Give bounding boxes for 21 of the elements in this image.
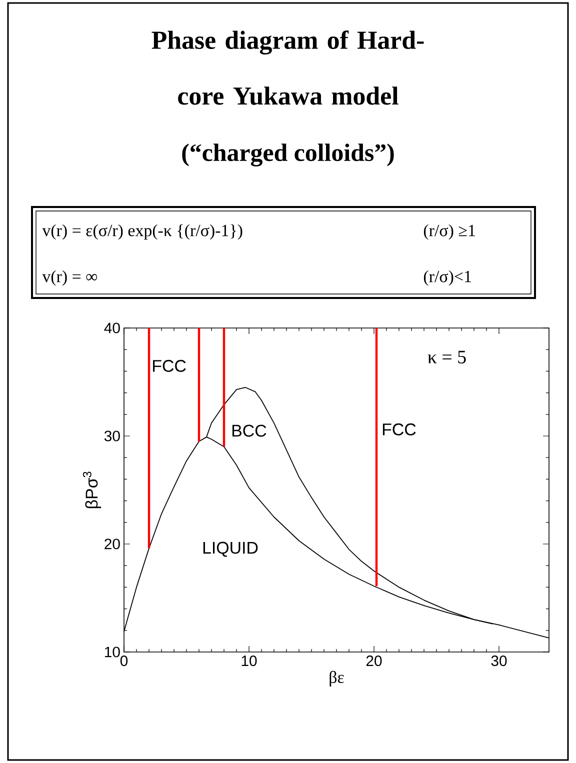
annotation: κ = 5: [428, 350, 466, 364]
x-tick-label: 30: [491, 656, 507, 666]
x-tick-label: 0: [120, 656, 128, 666]
text: (r/σ)<1: [424, 270, 471, 286]
y-tick-label: 10: [105, 646, 120, 658]
y-axis-title: βPσ$^{3}$: [82, 472, 102, 508]
text: v(r) = ∞: [42, 270, 98, 286]
annotation: FCC: [382, 423, 416, 436]
y-tick-label: 40: [104, 322, 120, 334]
text: v(r) = ε(σ/r) exp(-κ {(r/σ)-1}): [42, 224, 242, 240]
x-tick-label: 20: [366, 656, 382, 666]
x-tick-label: 10: [242, 656, 257, 666]
chart-subtitle: (“charged colloids”): [182, 144, 394, 166]
annotation: BCC: [232, 424, 266, 437]
chart-title: Phase diagram of Hard-core Yukawa model: [152, 30, 424, 105]
y-tick-label: 30: [104, 430, 120, 442]
y-tick-label: 20: [104, 538, 120, 550]
text: (r/σ) ≥1: [424, 224, 475, 240]
annotation: LIQUID: [203, 542, 258, 557]
annotation: FCC: [153, 360, 186, 372]
x-axis-title: βε: [330, 670, 344, 686]
